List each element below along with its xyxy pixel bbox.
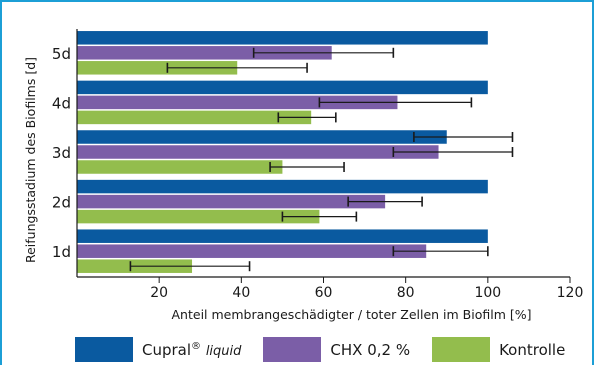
bar-3d-3 — [77, 160, 283, 174]
legend-item-cupral: Cupral® liquid — [75, 337, 241, 362]
x-tick-label-80: 80 — [397, 285, 415, 301]
bar-chart: 5d 4d 3d 2d 1d 20 40 60 80 100 120 Anteil membrange… — [23, 29, 584, 322]
legend-item-kontrolle: Kontrolle — [432, 337, 565, 362]
bar-1d-1 — [77, 229, 488, 243]
x-tick-label-100: 100 — [474, 285, 501, 301]
bar-2d-3 — [77, 209, 320, 224]
bar-4d-1 — [77, 80, 488, 95]
legend-label-kontrolle: Kontrolle — [499, 340, 566, 359]
category-label-5d: 5d — [52, 45, 71, 63]
bar-1d-2 — [77, 244, 427, 258]
bar-4d-2 — [77, 95, 398, 110]
x-axis-label: Anteil membrangeschädigter / toter Zelle… — [172, 307, 532, 322]
legend-label-chx: CHX 0,2 % — [330, 340, 411, 359]
bar-5d-2 — [77, 46, 332, 60]
category-label-1d: 1d — [52, 243, 71, 261]
legend: Cupral® liquid CHX 0,2 % Kontrolle — [75, 337, 587, 362]
bar-3d-1 — [77, 130, 447, 144]
legend-label-cupral: Cupral® liquid — [142, 340, 242, 359]
category-label-4d: 4d — [52, 94, 71, 112]
x-tick-label-120: 120 — [557, 285, 584, 301]
category-label-2d: 2d — [52, 194, 71, 212]
bar-4d-3 — [77, 110, 312, 125]
bar-2d-2 — [77, 194, 386, 209]
y-axis-label: Reifungsstadium des Biofilms [d] — [23, 57, 38, 263]
category-label-3d: 3d — [52, 144, 71, 162]
bar-5d-1 — [77, 31, 488, 45]
x-tick-label-60: 60 — [315, 285, 333, 301]
bar-5d-3 — [77, 61, 238, 75]
legend-swatch-cupral — [75, 337, 133, 362]
legend-swatch-chx — [263, 337, 322, 362]
x-tick-label-20: 20 — [150, 285, 168, 301]
x-tick-label-40: 40 — [232, 285, 250, 301]
legend-swatch-kontrolle — [432, 337, 491, 362]
bar-2d-1 — [77, 179, 488, 194]
legend-item-chx: CHX 0,2 % — [263, 337, 410, 362]
bar-3d-2 — [77, 145, 439, 159]
